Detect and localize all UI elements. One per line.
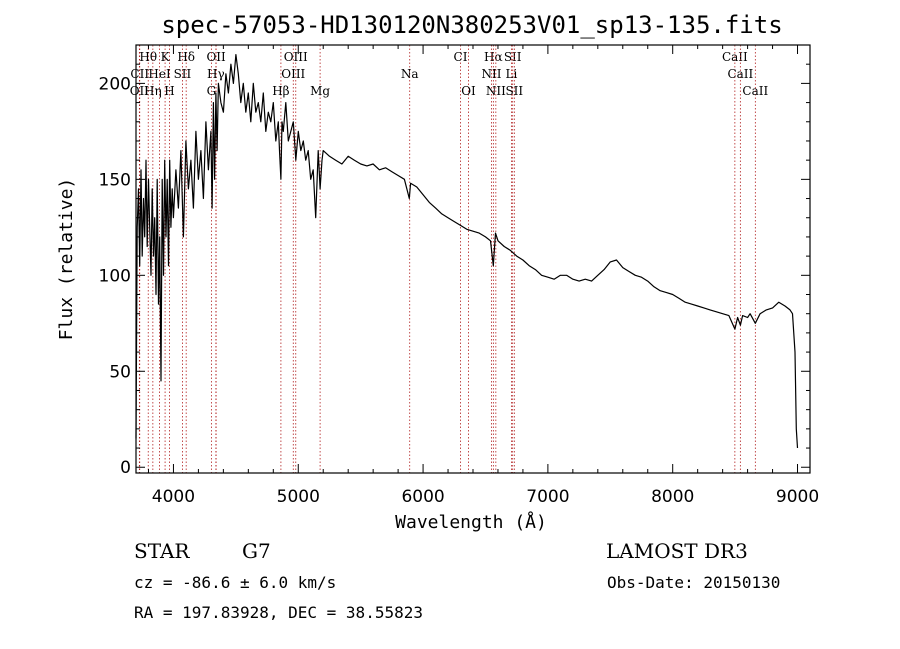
- line-marker-label: SII: [174, 67, 192, 81]
- x-axis-ticks: 4000 5000 6000 7000 8000 9000: [147, 45, 819, 507]
- line-marker-label: Hδ: [177, 50, 195, 64]
- line-marker-label: CII: [130, 67, 149, 81]
- plot-frame: [135, 44, 811, 474]
- y-tick-label: 150: [99, 170, 131, 190]
- redshift-velocity: cz = -86.6 ± 6.0 km/s: [134, 573, 336, 592]
- survey-name: LAMOST DR3: [606, 539, 748, 563]
- x-tick-label: 8000: [651, 487, 694, 507]
- spectrum-line: [135, 54, 799, 449]
- line-marker-label: Hη: [144, 84, 162, 98]
- y-tick-label: 0: [120, 458, 131, 478]
- x-tick-label: 7000: [526, 487, 569, 507]
- line-marker-label: H: [164, 84, 174, 98]
- line-marker-label: Na: [401, 67, 419, 81]
- line-marker-label: SII: [505, 84, 523, 98]
- line-marker-label: OIII: [284, 50, 308, 64]
- line-marker-label: HeI: [148, 67, 171, 81]
- y-axis-label: Flux (relative): [56, 178, 77, 341]
- line-marker-label: OI: [461, 84, 476, 98]
- line-marker-label: NII: [481, 67, 501, 81]
- line-marker-label: Hγ: [207, 67, 225, 81]
- line-marker-label: Hθ: [139, 50, 157, 64]
- x-tick-label: 4000: [152, 487, 195, 507]
- line-marker-label: SII: [504, 50, 522, 64]
- y-axis-ticks: 0 50 100 150 200: [99, 63, 810, 478]
- line-marker-label: K: [161, 50, 171, 64]
- y-tick-label: 200: [99, 74, 131, 94]
- line-marker-label: OII: [130, 84, 150, 98]
- x-tick-label: 6000: [401, 487, 444, 507]
- y-tick-label: 100: [99, 266, 131, 286]
- line-marker-label: CaII: [727, 67, 753, 81]
- line-marker-label: Li: [506, 67, 518, 81]
- line-marker-label: OIII: [281, 67, 305, 81]
- line-marker-label: Hβ: [272, 84, 289, 98]
- x-tick-label: 5000: [277, 487, 320, 507]
- line-marker-label: NII: [486, 84, 506, 98]
- object-class: STAR: [134, 539, 190, 563]
- line-marker-label: CaII: [742, 84, 768, 98]
- line-marker-label: CI: [454, 50, 468, 64]
- observation-date: Obs-Date: 20150130: [607, 573, 780, 592]
- line-marker-label: G: [207, 84, 217, 98]
- x-axis-label: Wavelength (Å): [395, 511, 547, 533]
- line-marker-label: Hα: [484, 50, 503, 64]
- line-marker-label: CaII: [722, 50, 748, 64]
- y-tick-label: 50: [109, 362, 131, 382]
- object-subclass: G7: [242, 539, 271, 563]
- x-tick-label: 9000: [776, 487, 819, 507]
- chart-title: spec-57053-HD130120N380253V01_sp13-135.f…: [161, 11, 782, 39]
- coordinates: RA = 197.83928, DEC = 38.55823: [134, 603, 423, 622]
- line-marker-label: Mg: [310, 84, 330, 98]
